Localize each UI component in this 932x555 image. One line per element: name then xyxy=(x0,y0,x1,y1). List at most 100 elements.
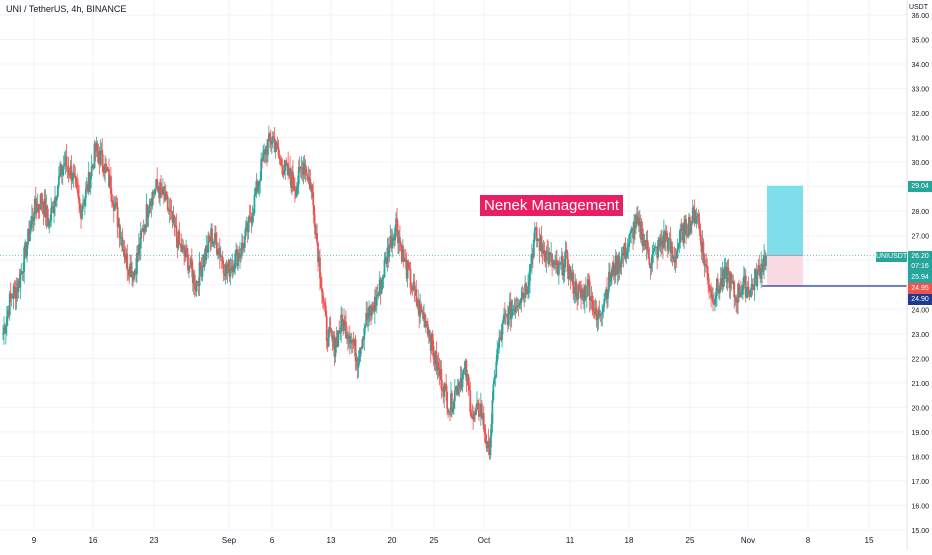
candle-body xyxy=(265,146,267,155)
target-zone[interactable] xyxy=(767,185,803,256)
candle-body xyxy=(191,268,194,284)
long-position-tool[interactable] xyxy=(762,185,907,287)
candle-body xyxy=(79,203,81,210)
candle-body xyxy=(56,196,58,201)
candle-body xyxy=(283,170,286,175)
candle-body xyxy=(29,231,31,242)
candle-body xyxy=(504,314,506,315)
candle-body xyxy=(469,390,472,412)
candle-body xyxy=(57,176,60,186)
candle-body xyxy=(581,294,583,298)
candle-body xyxy=(57,185,59,197)
candle-body xyxy=(378,279,381,292)
candle-body xyxy=(583,285,586,302)
candle-body xyxy=(27,228,29,245)
candle-body xyxy=(433,359,436,365)
candle-body xyxy=(514,306,517,313)
candle-body xyxy=(190,258,193,269)
candle-body xyxy=(435,351,438,371)
candle-body xyxy=(362,339,365,340)
candle-body xyxy=(101,150,104,166)
candle-body xyxy=(299,167,302,169)
candle-body xyxy=(347,336,350,340)
candle-body xyxy=(659,238,661,247)
candle-body xyxy=(203,253,206,268)
candle-body xyxy=(725,266,728,283)
candle-body xyxy=(480,403,483,419)
candle-body xyxy=(564,249,567,259)
candle-body xyxy=(692,207,695,211)
candle-body xyxy=(284,160,287,171)
candle-body xyxy=(113,204,116,212)
candle-body xyxy=(295,186,298,197)
time-axis[interactable]: 9 16 23 Sep 6 13 20 25 Oct 11 18 25 Nov 8 15 xyxy=(32,536,874,545)
candle-body xyxy=(177,231,180,249)
candle-body xyxy=(176,237,179,249)
candle-body xyxy=(253,195,256,214)
candle-body xyxy=(44,198,47,217)
candle-body xyxy=(419,304,422,317)
candle-body xyxy=(737,284,739,303)
candle-body xyxy=(220,256,223,258)
candle-body xyxy=(137,244,140,256)
candle-body xyxy=(452,401,455,409)
candle-body xyxy=(38,207,41,210)
candle-body xyxy=(250,220,253,224)
candle-body xyxy=(165,191,168,197)
time-tick-label: Oct xyxy=(478,536,491,545)
candle-body xyxy=(173,215,176,227)
candle-body xyxy=(637,217,640,226)
candle-body xyxy=(643,240,646,243)
time-tick-label: 6 xyxy=(270,536,275,545)
candle-body xyxy=(217,248,220,254)
candle-body xyxy=(695,215,698,217)
candle-body xyxy=(461,373,464,388)
target-price-tag: 29.04 xyxy=(908,181,932,192)
candle-body xyxy=(621,252,624,256)
candle-body xyxy=(690,221,693,224)
candle-body xyxy=(323,302,326,306)
candle-body xyxy=(251,216,254,224)
candle-body xyxy=(182,245,185,247)
stop-zone[interactable] xyxy=(767,255,803,286)
candle-body xyxy=(594,308,597,314)
candle-body xyxy=(156,179,159,187)
candle-body xyxy=(336,337,339,347)
candle-body xyxy=(649,264,652,269)
candle-body xyxy=(613,275,616,277)
candle-body xyxy=(477,403,479,404)
candle-body xyxy=(577,284,580,300)
candle-body xyxy=(329,327,332,333)
candle-body xyxy=(143,225,146,232)
candle-body xyxy=(128,270,131,276)
candle-body xyxy=(86,184,89,192)
candle-body xyxy=(36,204,39,213)
time-tick-label: 9 xyxy=(32,536,37,545)
candle-body xyxy=(218,248,221,257)
candle-body xyxy=(739,292,741,298)
candle-body xyxy=(270,142,273,145)
candle-body xyxy=(234,253,237,269)
candle-body xyxy=(194,289,197,292)
candle-body xyxy=(181,245,184,252)
candle-body xyxy=(448,411,450,413)
candle-body xyxy=(617,256,620,272)
price-tick-label: 17.00 xyxy=(911,479,929,486)
candle-body xyxy=(383,260,386,278)
candle-body xyxy=(418,299,421,317)
price-tick-label: 30.00 xyxy=(911,160,929,167)
candle-body xyxy=(73,173,76,176)
candle-body xyxy=(207,235,210,253)
candle-body xyxy=(708,284,711,289)
candle-body xyxy=(392,237,395,239)
candle-body xyxy=(99,151,102,165)
candle-body xyxy=(168,209,171,212)
brand-annotation[interactable]: Nenek Management xyxy=(480,195,624,216)
candle-body xyxy=(466,374,469,382)
candle-body xyxy=(706,265,709,274)
candle-body xyxy=(420,304,423,311)
candle-body xyxy=(591,295,594,312)
candle-body xyxy=(465,360,468,382)
